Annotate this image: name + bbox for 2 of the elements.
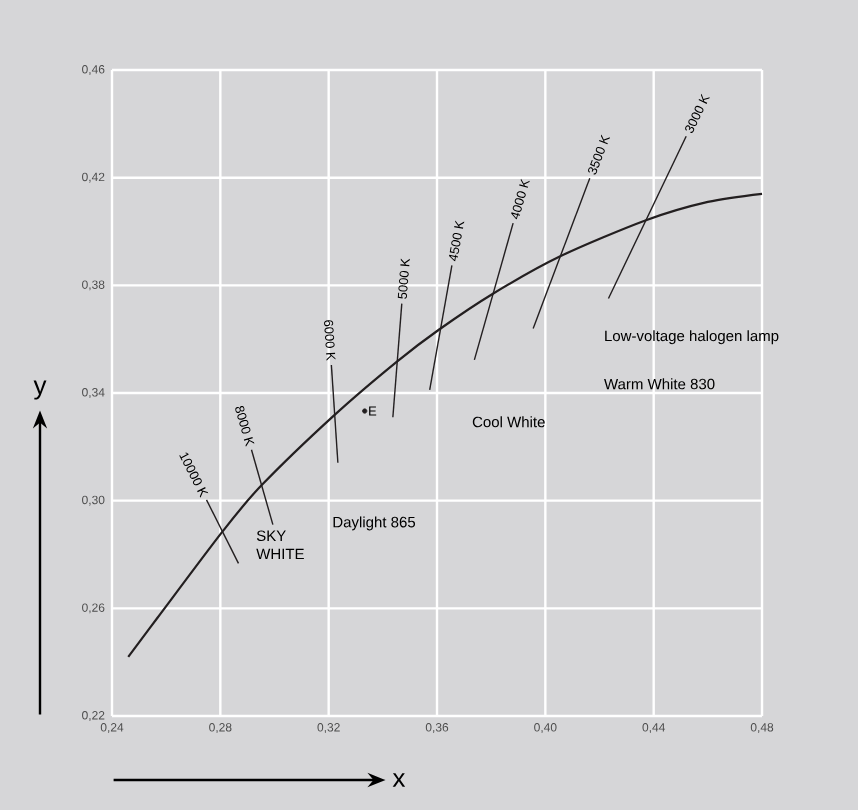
x-axis-title: x	[392, 773, 406, 787]
y-axis-title: y	[33, 380, 47, 400]
